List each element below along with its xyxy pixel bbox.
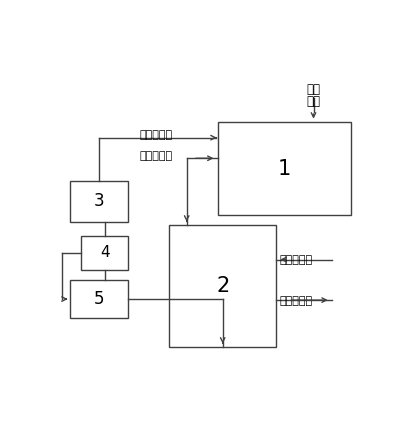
Bar [70,280,128,318]
Bar [70,181,128,222]
Text: 冷却水进口: 冷却水进口 [279,255,312,265]
Text: 余热: 余热 [307,95,320,108]
Text: 冷却水出口: 冷却水出口 [279,296,312,306]
Text: 4: 4 [100,245,109,260]
Text: 3: 3 [94,192,104,210]
Text: 导热油出口: 导热油出口 [139,130,173,140]
Text: 1: 1 [278,159,291,178]
Bar [170,225,276,347]
Text: 导热油进口: 导热油进口 [139,151,173,161]
Text: 5: 5 [94,290,104,308]
Text: 工业: 工业 [307,83,320,96]
Bar [81,235,128,270]
Text: 2: 2 [216,276,229,296]
Bar [218,122,351,215]
